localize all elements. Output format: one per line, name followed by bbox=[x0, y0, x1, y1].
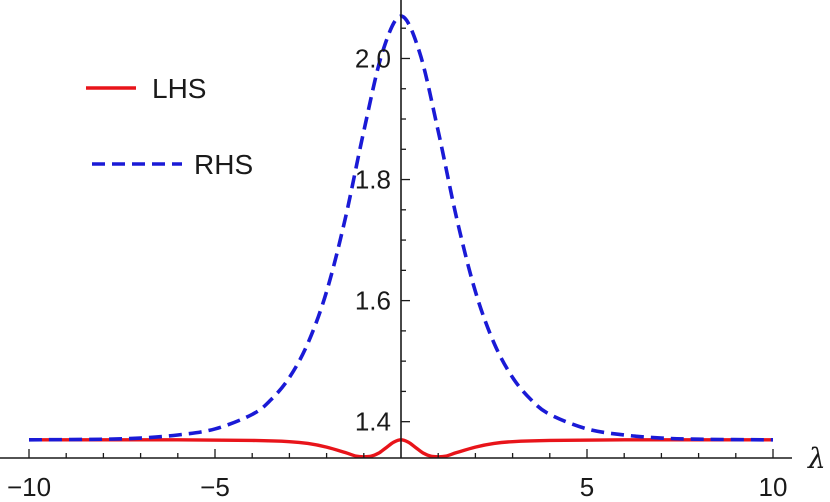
legend-label-rhs: RHS bbox=[194, 149, 253, 180]
y-tick-label: 2.0 bbox=[355, 43, 391, 73]
legend-label-lhs: LHS bbox=[152, 73, 206, 104]
y-ticks: 1.4 1.6 1.8 2.0 bbox=[355, 27, 410, 437]
legend: LHS RHS bbox=[86, 73, 253, 180]
x-ticks: −10 −5 5 10 bbox=[7, 449, 788, 502]
y-tick-label: 1.4 bbox=[355, 407, 391, 437]
x-axis-label: λ bbox=[807, 442, 826, 475]
x-tick-label: 10 bbox=[759, 472, 788, 502]
x-tick-label: −10 bbox=[7, 472, 51, 502]
x-tick-label: 5 bbox=[580, 472, 594, 502]
y-tick-label: 1.8 bbox=[355, 165, 391, 195]
y-tick-label: 1.6 bbox=[355, 286, 391, 316]
axes bbox=[0, 0, 792, 459]
x-tick-label: −5 bbox=[200, 472, 230, 502]
